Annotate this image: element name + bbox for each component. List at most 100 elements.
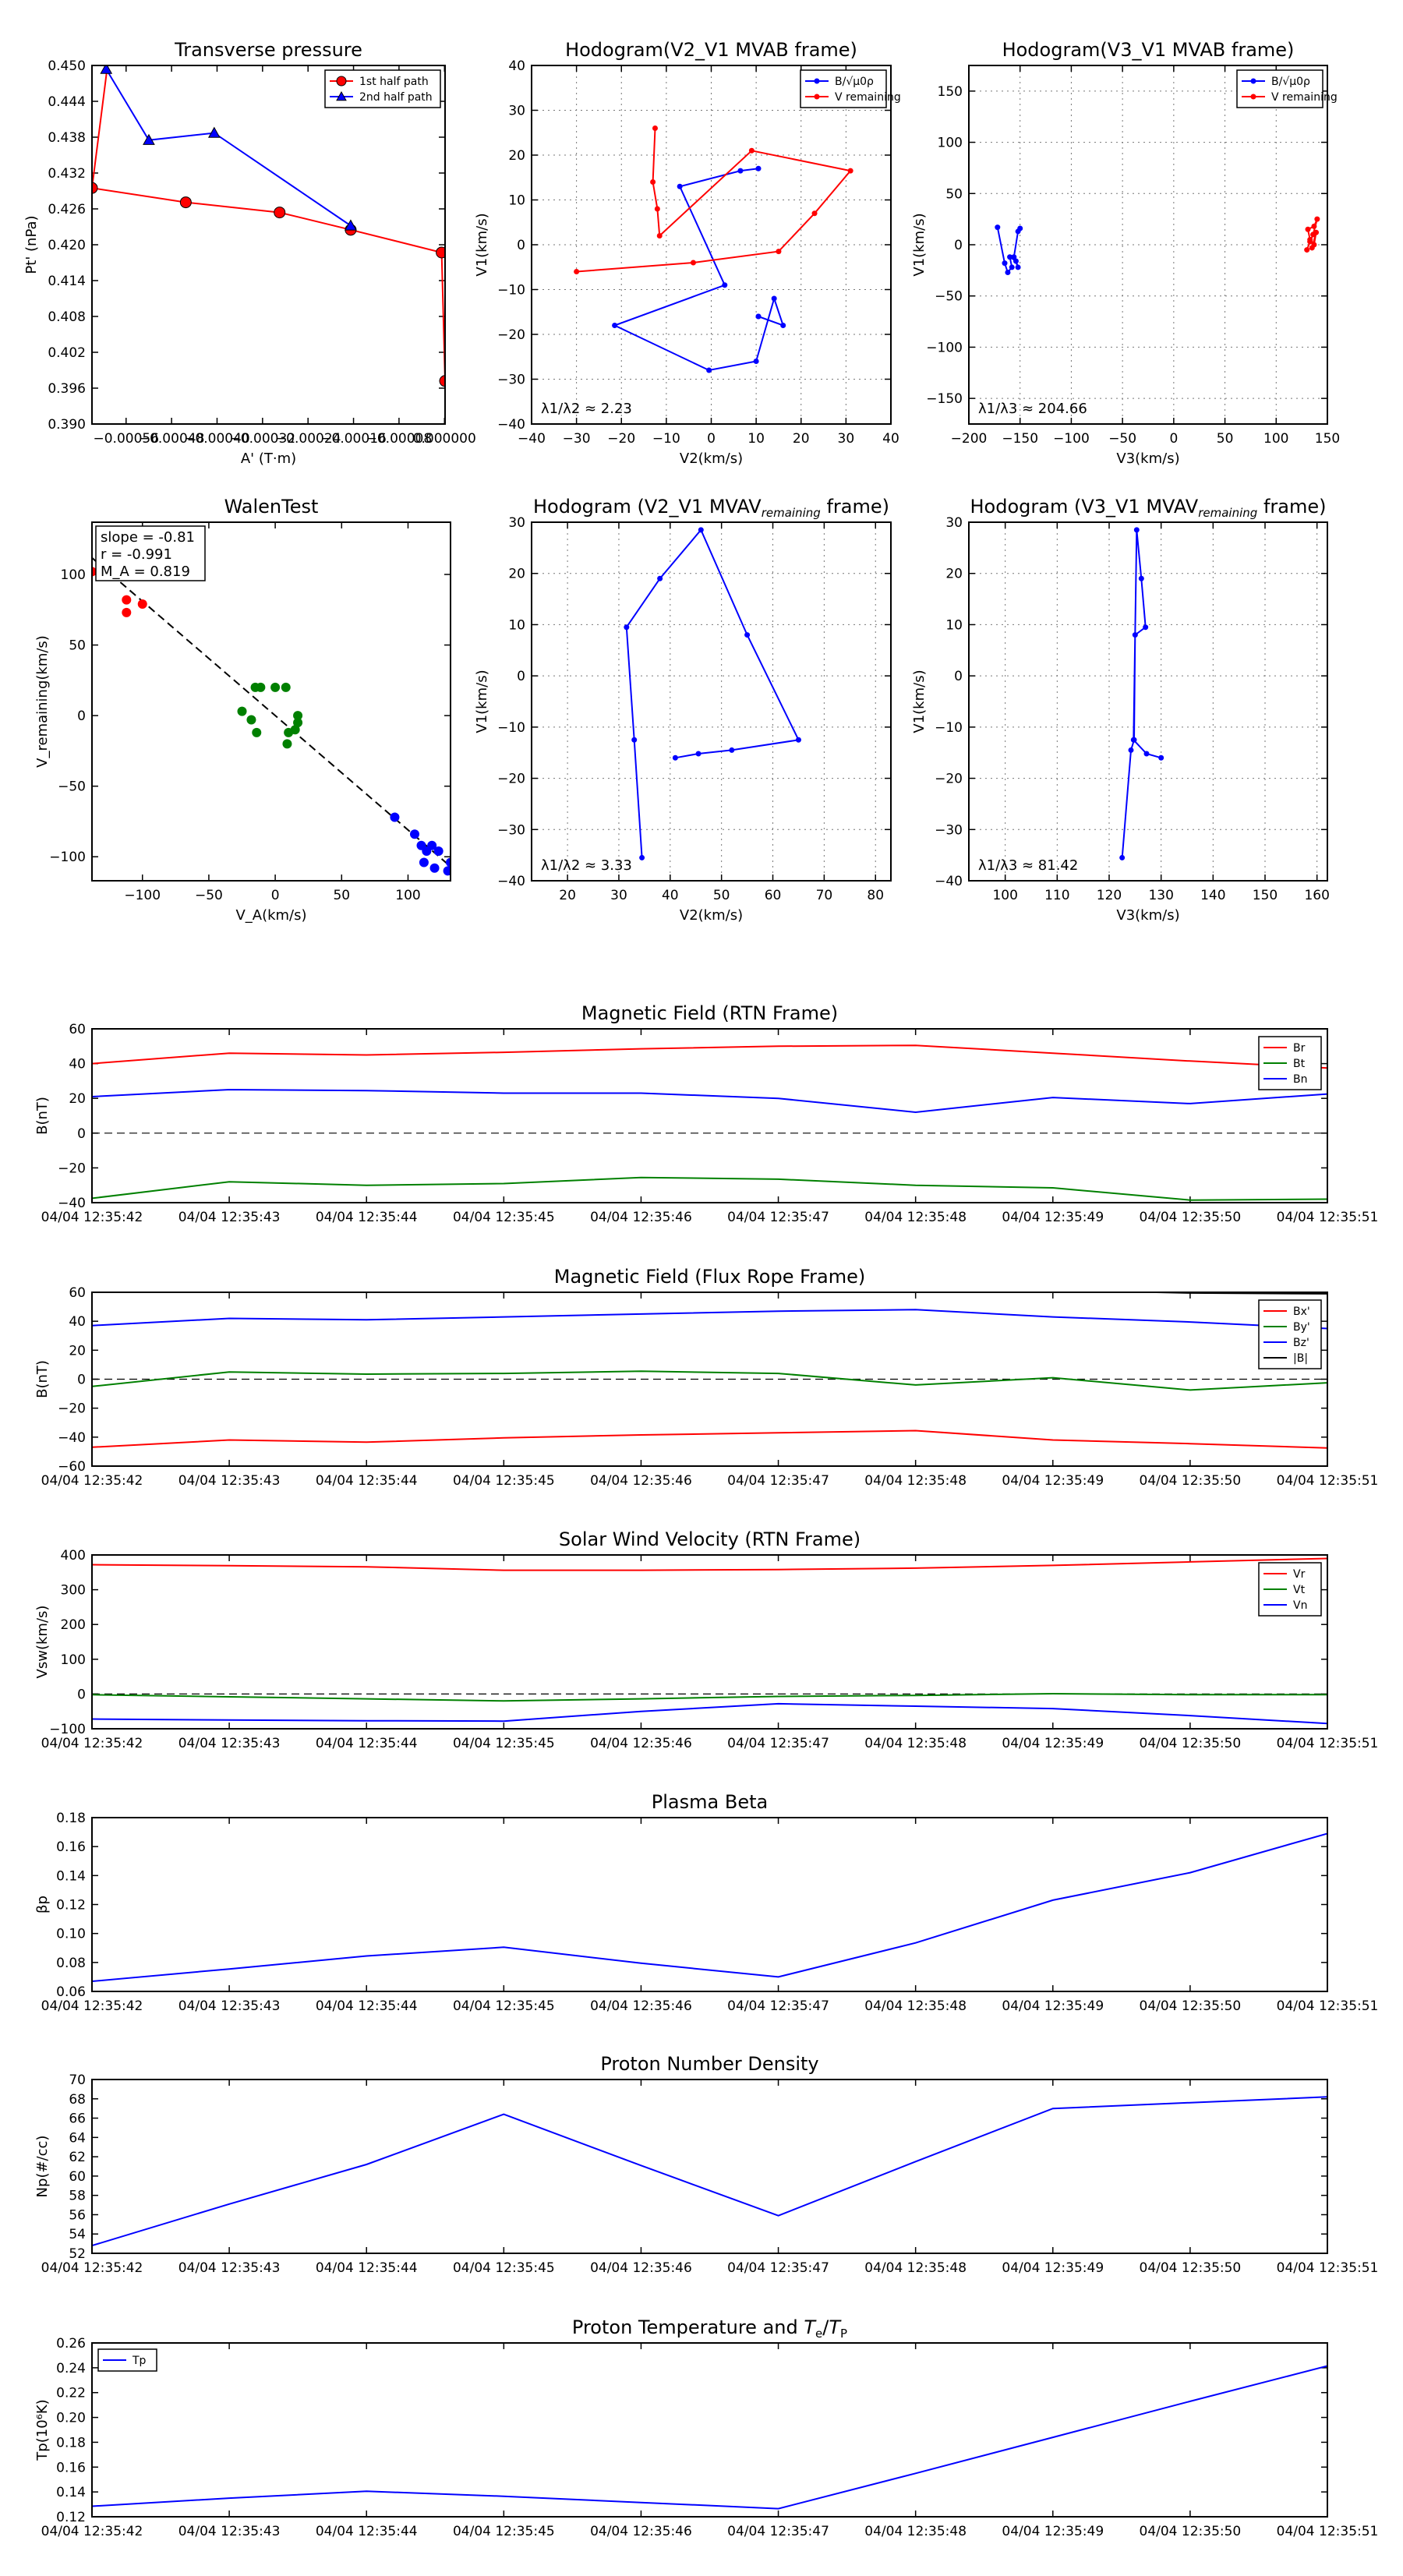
- x-tick-label: 0: [271, 888, 280, 903]
- data-point: [282, 739, 292, 749]
- legend-label: Bz': [1293, 1337, 1309, 1349]
- x-tick-label: 130: [1148, 888, 1173, 903]
- x-tick-label: 30: [610, 888, 627, 903]
- x-tick-label: −0.00040: [184, 431, 250, 447]
- x-tick-label: 04/04 12:35:49: [1002, 2260, 1104, 2276]
- data-point: [281, 682, 291, 692]
- x-tick-label: −0.00048: [139, 431, 205, 447]
- legend: Bx' By' Bz' |B|: [1258, 1299, 1322, 1369]
- legend-marker: [814, 94, 820, 100]
- y-tick-label: 0: [517, 669, 525, 684]
- data-point: [246, 715, 256, 725]
- x-tick-label: 04/04 12:35:49: [1002, 1736, 1104, 1751]
- series-br: [92, 1044, 1327, 1069]
- x-tick-label: −20: [607, 431, 635, 447]
- panel-walen: −100 −50 0 50 100 −100 −50 0 50 100 WalenTest V_A(k…: [34, 496, 451, 924]
- y-tick-label: 0.444: [48, 94, 86, 110]
- y-tick-label: 40: [508, 58, 525, 74]
- x-tick-label: 04/04 12:35:46: [590, 1473, 692, 1489]
- legend-label: By': [1293, 1321, 1310, 1334]
- y-tick-label: 0.12: [56, 2510, 86, 2525]
- data-point: [143, 133, 155, 145]
- x-tick-label: 100: [992, 888, 1017, 903]
- axes-frame: [968, 521, 1328, 882]
- y-tick-label: 20: [69, 1343, 86, 1359]
- x-tick-label: 04/04 12:35:46: [590, 1736, 692, 1751]
- data-point: [729, 747, 735, 753]
- y-tick-label: 0.22: [56, 2386, 86, 2401]
- axes-frame: [531, 65, 892, 425]
- plot-area: [92, 1292, 1327, 1449]
- data-point: [270, 682, 281, 692]
- y-axis-label: V1(km/s): [911, 213, 928, 276]
- series-beta: [92, 1832, 1327, 1982]
- data-point: [1143, 624, 1149, 631]
- plot-area: [574, 125, 853, 373]
- data-point: [650, 179, 656, 185]
- y-tick-label: 0.16: [56, 1839, 86, 1855]
- series-bt: [92, 1176, 1327, 1201]
- chart-title: Hodogram (V2_V1 MVAVremaining frame): [533, 496, 889, 520]
- x-tick-label: 04/04 12:35:47: [727, 2524, 829, 2539]
- plot-area: [92, 1557, 1327, 1725]
- data-point: [1313, 229, 1320, 235]
- x-tick-label: 04/04 12:35:46: [590, 1210, 692, 1225]
- y-tick-label: −40: [935, 874, 963, 889]
- data-point: [1128, 747, 1134, 753]
- x-tick-label: 04/04 12:35:47: [727, 1210, 829, 1225]
- axes-frame: [91, 1817, 1328, 1992]
- data-point: [1314, 216, 1320, 222]
- data-point: [574, 269, 580, 274]
- x-tick-label: 04/04 12:35:50: [1140, 1210, 1242, 1225]
- x-tick-label: 04/04 12:35:47: [727, 2260, 829, 2276]
- data-point: [207, 126, 221, 138]
- data-point: [771, 295, 777, 302]
- y-tick-label: −40: [497, 874, 525, 889]
- data-point: [92, 182, 98, 194]
- y-tick-label: 30: [508, 515, 525, 531]
- data-point: [122, 595, 132, 605]
- x-tick-label: −50: [195, 888, 223, 903]
- y-tick-label: −20: [935, 772, 963, 787]
- x-tick-label: 10: [747, 431, 765, 447]
- x-tick-label: 04/04 12:35:42: [41, 2260, 143, 2276]
- y-axis-label: Tp(10⁶K): [34, 2399, 51, 2461]
- series-line: [92, 1309, 1327, 1330]
- series-line: [576, 128, 852, 273]
- y-tick-label: 0: [517, 238, 525, 253]
- y-tick-label: 0.396: [48, 381, 86, 397]
- legend: Br Bt Bn: [1258, 1036, 1322, 1090]
- x-tick-label: 120: [1097, 888, 1122, 903]
- y-tick-label: 70: [69, 2072, 86, 2088]
- panel-vsw: 04/04 12:35:42 04/04 12:35:43 04/04 12:35:…: [34, 1528, 1378, 1751]
- legend-frame: [324, 69, 441, 108]
- y-axis-label: B(nT): [34, 1360, 51, 1398]
- y-tick-label: −100: [49, 850, 86, 865]
- series-track: [1119, 527, 1164, 860]
- y-tick-label: −20: [58, 1401, 86, 1417]
- legend-label: Bt: [1293, 1058, 1306, 1070]
- series-tp: [92, 2365, 1327, 2510]
- legend-marker: [1250, 94, 1256, 100]
- chart-title: Magnetic Field (RTN Frame): [581, 1002, 838, 1024]
- legend-marker: [814, 78, 820, 84]
- x-tick-label: 04/04 12:35:42: [41, 1473, 143, 1489]
- y-tick-label: −40: [497, 417, 525, 433]
- y-tick-label: 62: [69, 2150, 86, 2165]
- y-tick-label: 0.420: [48, 238, 86, 253]
- series-b-0-: [995, 224, 1023, 275]
- y-tick-label: 0.450: [48, 58, 86, 74]
- y-tick-label: 0.06: [56, 1984, 86, 2000]
- series-vn: [92, 1702, 1327, 1725]
- y-tick-label: 60: [69, 1022, 86, 1037]
- x-tick-label: 04/04 12:35:44: [316, 1736, 418, 1751]
- y-tick-label: 0.14: [56, 1868, 86, 1884]
- plot-area: [92, 1832, 1327, 1982]
- y-tick-label: −100: [926, 340, 963, 355]
- series-np: [92, 2096, 1327, 2247]
- legend-label: B/√μ0ρ: [1271, 76, 1310, 88]
- y-axis-label: βp: [34, 1896, 51, 1913]
- y-tick-label: 0: [954, 669, 963, 684]
- series-line: [92, 1557, 1327, 1571]
- data-point: [652, 125, 658, 131]
